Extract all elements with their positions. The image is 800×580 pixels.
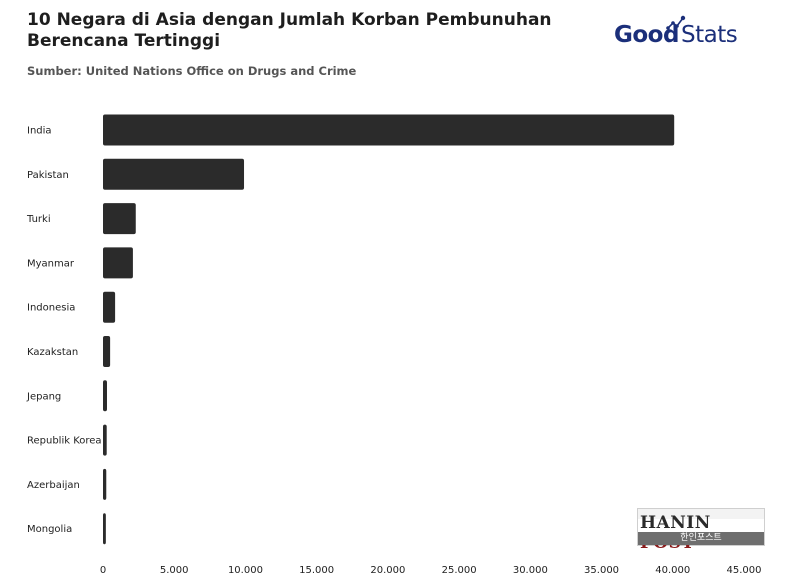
goodstats-logo: Good Stats <box>614 14 754 54</box>
category-label: Indonesia <box>27 303 75 314</box>
bar <box>103 247 133 279</box>
hanin-post-watermark: HANIN POST 한인포스트 <box>637 508 765 553</box>
chart-subtitle: Sumber: United Nations Office on Drugs a… <box>27 64 357 78</box>
x-tick-label: 20.000 <box>370 565 405 576</box>
bar <box>103 336 111 367</box>
x-tick-label: 40.000 <box>655 565 690 576</box>
logo-chart-icon <box>666 15 686 30</box>
x-tick-label: 10.000 <box>228 565 263 576</box>
category-label: Azerbaijan <box>27 480 80 491</box>
bar <box>103 380 107 412</box>
bar <box>103 468 107 500</box>
category-label: India <box>27 126 52 137</box>
watermark-top-strip <box>638 509 764 519</box>
x-tick-label: 15.000 <box>299 565 334 576</box>
x-tick-label: 30.000 <box>513 565 548 576</box>
category-label: Turki <box>26 214 51 225</box>
bar <box>103 424 107 456</box>
x-tick-label: 45.000 <box>727 565 762 576</box>
logo-text-good: Good <box>614 22 679 48</box>
x-tick-label: 25.000 <box>442 565 477 576</box>
category-label: Pakistan <box>27 170 69 181</box>
watermark-korean-text: 한인포스트 <box>638 532 764 545</box>
x-tick-label: 35.000 <box>584 565 619 576</box>
chart-title: 10 Negara di Asia dengan Jumlah Korban P… <box>27 10 552 51</box>
category-label: Kazakstan <box>27 347 78 358</box>
logo-text-stats: Stats <box>681 22 738 48</box>
bar <box>103 291 116 323</box>
x-tick-label: 0 <box>100 565 106 576</box>
category-label: Mongolia <box>27 524 72 535</box>
bar <box>103 158 245 190</box>
category-label: Jepang <box>26 391 61 402</box>
bar <box>103 203 136 235</box>
category-label: Myanmar <box>27 258 75 269</box>
x-tick-label: 5.000 <box>160 565 189 576</box>
category-label: Republik Korea <box>27 436 102 447</box>
bar <box>103 114 675 146</box>
bar <box>103 513 106 545</box>
